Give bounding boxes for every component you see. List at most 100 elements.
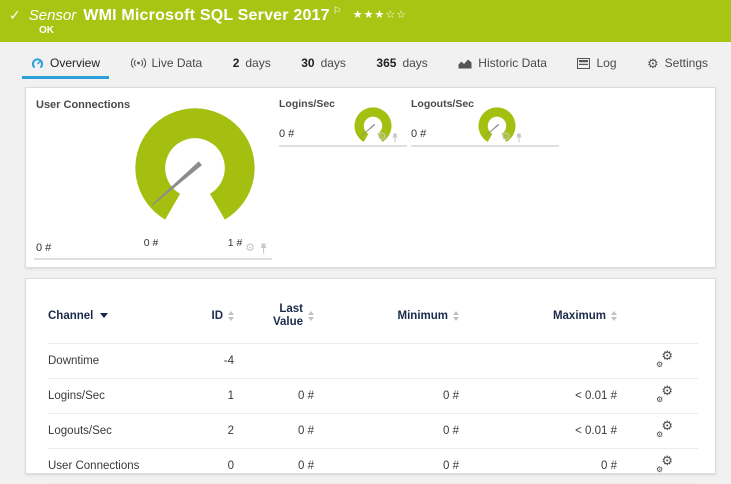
tab-settings[interactable]: ⚙ Settings — [638, 42, 717, 84]
logouts-gauge-block: Logouts/Sec 0 # ⚙ — [411, 92, 559, 147]
column-header-id[interactable]: ID — [198, 279, 248, 344]
column-header-maximum[interactable]: Maximum — [473, 279, 631, 344]
tab-30-days[interactable]: 30 days — [292, 42, 355, 84]
gauge-toolbar: ⚙ — [377, 132, 399, 143]
gear-icon: ⚙ — [656, 360, 664, 369]
gear-icon: ⚙ — [661, 348, 673, 363]
column-label: Last Value — [272, 303, 303, 328]
channel-minimum: 0 # — [328, 448, 473, 484]
gauge-toolbar: ⚙ — [245, 243, 268, 254]
channel-settings-icon[interactable]: ⚙ ⚙ — [656, 384, 673, 404]
gauges-panel: User Connections 0 # 1 # 0 # ⚙ Logins/Se… — [25, 87, 716, 268]
channel-last-value: 0 # — [248, 413, 328, 449]
column-label: ID — [211, 310, 224, 322]
column-header-channel[interactable]: Channel — [48, 279, 198, 344]
channel-name[interactable]: User Connections — [48, 448, 198, 484]
gauge-settings-gear-icon[interactable]: ⚙ — [501, 131, 511, 143]
channels-panel: Channel ID Last Value Minimum Maximum Do… — [25, 278, 716, 484]
column-header-minimum[interactable]: Minimum — [328, 279, 473, 344]
channel-last-value: 0 # — [248, 448, 328, 484]
table-row: Downtime -4 ⚙ ⚙ — [48, 343, 698, 379]
tab-bar: Overview Live Data 2 days 30 days 365 da… — [0, 42, 731, 84]
gear-icon: ⚙ — [656, 395, 664, 404]
channel-id: 1 — [198, 378, 248, 414]
tab-365-days[interactable]: 365 days — [367, 42, 436, 84]
sensor-status-banner: ✓ Sensor WMI Microsoft SQL Server 2017 ⚐… — [0, 0, 731, 42]
table-row: Logins/Sec 1 0 # 0 # < 0.01 # ⚙ ⚙ — [48, 378, 698, 414]
channel-maximum: < 0.01 # — [473, 378, 631, 414]
gauge-needle — [483, 123, 500, 138]
tab-label: days — [320, 56, 346, 70]
channel-settings-icon[interactable]: ⚙ ⚙ — [656, 454, 673, 474]
channels-table: Channel ID Last Value Minimum Maximum Do… — [48, 279, 698, 484]
gear-icon: ⚙ — [661, 418, 673, 433]
log-list-icon — [577, 57, 591, 69]
gauge-current-value: 0 # — [36, 242, 52, 254]
gauge-toolbar: ⚙ — [501, 132, 523, 143]
sort-desc-icon — [100, 313, 109, 319]
tab-label: Live Data — [151, 56, 203, 70]
sort-icon — [611, 310, 617, 321]
gear-icon: ⚙ — [646, 55, 659, 71]
gauge-pin-icon[interactable] — [515, 133, 523, 143]
gauge-title: User Connections — [36, 99, 131, 111]
gauge-settings-gear-icon[interactable]: ⚙ — [245, 242, 255, 254]
tab-overview[interactable]: Overview — [22, 42, 110, 84]
table-row: Logouts/Sec 2 0 # 0 # < 0.01 # ⚙ ⚙ — [48, 413, 698, 449]
broadcast-icon — [130, 57, 146, 69]
table-header-row: Channel ID Last Value Minimum Maximum — [48, 279, 698, 344]
priority-flag-icon[interactable]: ⚐ — [332, 6, 342, 17]
column-header-last-value[interactable]: Last Value — [248, 279, 328, 344]
gauge-needle — [151, 161, 202, 206]
priority-stars[interactable]: ★★★☆☆ — [353, 8, 407, 21]
gauge-pin-icon[interactable] — [259, 243, 268, 254]
sensor-status-text: OK — [39, 25, 54, 36]
channel-last-value — [248, 343, 328, 379]
user-connections-gauge — [135, 108, 255, 220]
gauge-title: Logouts/Sec — [411, 98, 475, 110]
gauge-title: Logins/Sec — [279, 98, 336, 110]
gear-icon: ⚙ — [656, 465, 664, 474]
tab-label: Settings — [664, 56, 708, 70]
channel-id: 2 — [198, 413, 248, 449]
channel-maximum: < 0.01 # — [473, 413, 631, 449]
tab-label: Historic Data — [478, 56, 547, 70]
tab-number: 30 — [301, 56, 315, 70]
channel-name[interactable]: Logins/Sec — [48, 378, 198, 414]
tab-historic-data[interactable]: Historic Data — [449, 42, 556, 84]
logins-gauge-block: Logins/Sec 0 # ⚙ — [279, 92, 407, 147]
gauge-pin-icon[interactable] — [391, 133, 399, 143]
gauge-settings-gear-icon[interactable]: ⚙ — [377, 131, 387, 143]
channel-settings-icon[interactable]: ⚙ ⚙ — [656, 418, 673, 439]
stars-filled: ★★★ — [352, 9, 386, 21]
tab-label: days — [245, 56, 271, 70]
tab-label: Overview — [50, 56, 101, 70]
logins-gauge — [354, 107, 392, 142]
tab-log[interactable]: Log — [568, 42, 625, 84]
user-connections-gauge-block: User Connections 0 # 1 # 0 # ⚙ — [34, 92, 272, 260]
column-label: Minimum — [397, 310, 448, 322]
tab-number: 365 — [376, 56, 397, 70]
tab-live-data[interactable]: Live Data — [122, 42, 212, 84]
ok-check-icon: ✓ — [9, 7, 21, 23]
gauge-current-value: 0 # — [279, 128, 295, 140]
sort-icon — [453, 310, 459, 321]
gauge-icon — [31, 57, 44, 70]
sort-icon — [228, 310, 234, 321]
tab-label: days — [402, 56, 428, 70]
channel-id: -4 — [198, 343, 248, 379]
column-header-actions — [631, 279, 698, 344]
tab-number: 2 — [232, 56, 240, 70]
channel-minimum: 0 # — [328, 413, 473, 449]
channel-settings-icon[interactable]: ⚙ ⚙ — [656, 348, 673, 369]
channel-name[interactable]: Downtime — [48, 343, 198, 379]
table-row: User Connections 0 0 # 0 # 0 # ⚙ ⚙ — [48, 448, 698, 484]
gear-icon: ⚙ — [656, 430, 664, 439]
logouts-gauge — [478, 107, 516, 142]
tab-2-days[interactable]: 2 days — [224, 42, 280, 84]
column-label: Channel — [48, 310, 94, 322]
sort-icon — [308, 311, 314, 321]
channel-name[interactable]: Logouts/Sec — [48, 413, 198, 449]
area-chart-icon — [458, 58, 472, 69]
gauge-needle — [359, 123, 376, 138]
